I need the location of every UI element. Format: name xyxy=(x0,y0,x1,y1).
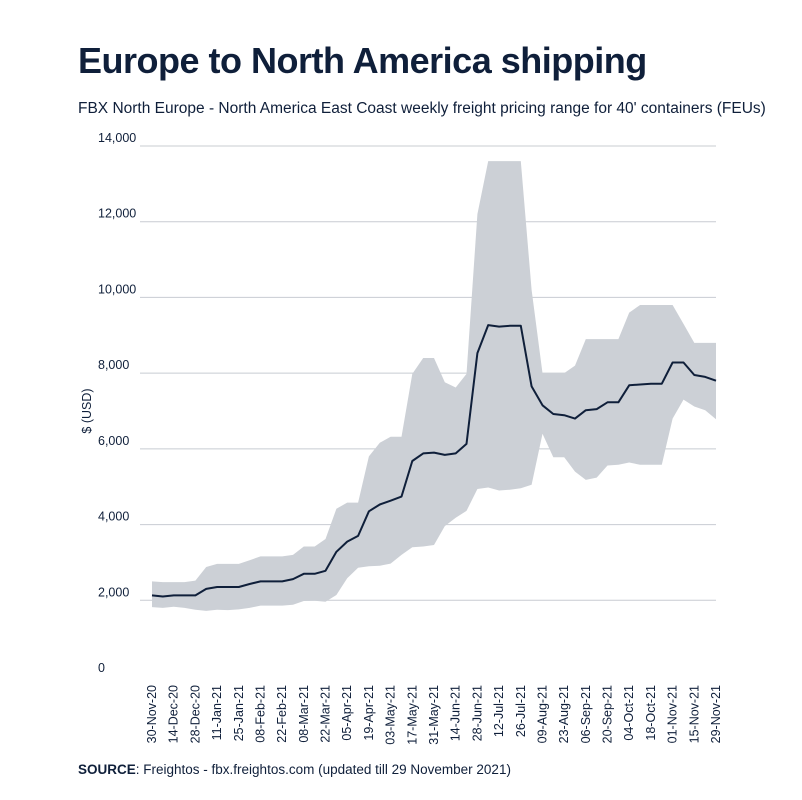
x-tick-label: 03-May-21 xyxy=(384,685,398,745)
x-tick-label: 06-Sep-21 xyxy=(579,685,593,743)
x-tick-label: 20-Sep-21 xyxy=(601,685,615,743)
x-tick-label: 12-Jul-21 xyxy=(492,685,506,737)
y-tick-label: 0 xyxy=(98,661,105,675)
x-tick-label: 29-Nov-21 xyxy=(709,685,723,743)
x-tick-label: 14-Jun-21 xyxy=(449,685,463,741)
y-tick-label: 8,000 xyxy=(98,358,129,372)
x-tick-label: 28-Dec-20 xyxy=(188,685,202,743)
chart-subtitle: FBX North Europe - North America East Co… xyxy=(78,100,766,117)
price-range-area xyxy=(152,161,716,611)
x-tick-label: 22-Feb-21 xyxy=(275,685,289,743)
x-tick-label: 08-Mar-21 xyxy=(297,685,311,743)
price-line xyxy=(151,324,717,598)
x-tick-label: 14-Dec-20 xyxy=(167,685,181,743)
x-tick-label: 30-Nov-20 xyxy=(145,685,159,743)
y-tick-label: 12,000 xyxy=(98,207,136,221)
x-tick-label: 18-Oct-21 xyxy=(644,685,658,741)
y-axis-label: $ (USD) xyxy=(80,388,94,433)
source-text: : Freightos - fbx.freightos.com (updated… xyxy=(135,762,511,777)
x-tick-label: 23-Aug-21 xyxy=(557,685,571,743)
x-tick-label: 15-Nov-21 xyxy=(687,685,701,743)
x-tick-label: 25-Jan-21 xyxy=(232,685,246,741)
y-tick-labels: 0 2,000 4,000 6,000 8,000 10,000 12,000 14,000 xyxy=(98,131,136,675)
x-tick-label: 31-May-21 xyxy=(427,685,441,745)
page-title: Europe to North America shipping xyxy=(78,40,647,81)
y-tick-label: 6,000 xyxy=(98,434,129,448)
y-tick-label: 10,000 xyxy=(98,282,136,296)
y-tick-label: 14,000 xyxy=(98,131,136,145)
x-tick-label: 01-Nov-21 xyxy=(666,685,680,743)
freight-chart: 02,0004,0006,0008,00010,00012,00014,000 … xyxy=(80,131,723,745)
x-tick-label: 22-Mar-21 xyxy=(319,685,333,743)
x-tick-label: 17-May-21 xyxy=(405,685,419,745)
y-tick-label: 2,000 xyxy=(98,585,129,599)
x-tick-label: 26-Jul-21 xyxy=(514,685,528,737)
x-tick-label: 28-Jun-21 xyxy=(470,685,484,741)
source-label: SOURCE xyxy=(78,762,136,777)
x-tick-label: 09-Aug-21 xyxy=(536,685,550,743)
source-note: SOURCE: Freightos - fbx.freightos.com (u… xyxy=(78,762,511,777)
y-tick-label: 4,000 xyxy=(98,510,129,524)
x-tick-label: 08-Feb-21 xyxy=(254,685,268,743)
x-tick-label: 11-Jan-21 xyxy=(210,685,224,740)
x-tick-label: 05-Apr-21 xyxy=(340,685,354,741)
x-tick-label: 04-Oct-21 xyxy=(622,685,636,741)
x-tick-label: 19-Apr-21 xyxy=(362,685,376,741)
x-tick-labels: 30-Nov-20 14-Dec-20 28-Dec-20 11-Jan-21 25-J… xyxy=(145,685,723,745)
